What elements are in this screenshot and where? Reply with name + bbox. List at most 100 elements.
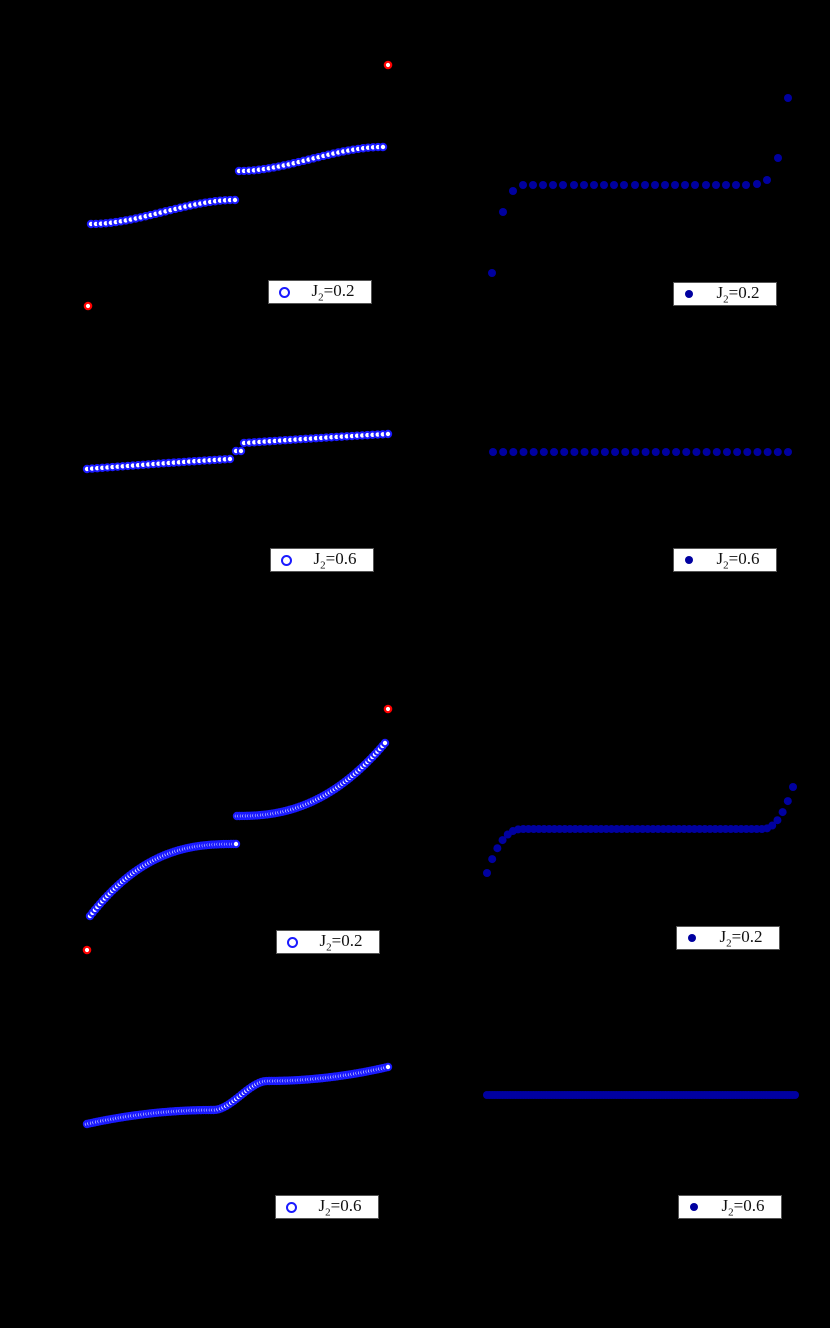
open-marker [383, 429, 393, 439]
filled-marker [784, 448, 792, 456]
edge-state-marker [383, 704, 393, 714]
filled-marker [549, 181, 557, 189]
legend-panel-8: J2=0.6 [678, 1195, 782, 1219]
filled-marker [641, 181, 649, 189]
filled-marker [489, 448, 497, 456]
legend-text: 2 [723, 293, 729, 306]
filled-marker [742, 181, 750, 189]
filled-marker [732, 181, 740, 189]
filled-marker [611, 448, 620, 456]
legend-marker-icon [677, 934, 707, 942]
legend-text: =0.2 [728, 282, 760, 302]
filled-marker [483, 869, 491, 877]
legend-text: 2 [728, 1206, 734, 1219]
filled-marker [661, 448, 670, 456]
filled-marker [753, 180, 761, 188]
filled-marker [550, 448, 559, 456]
legend-panel-5: J2=0.2 [276, 930, 380, 954]
legend-text: =0.6 [325, 548, 357, 568]
open-marker [378, 142, 388, 152]
filled-marker [784, 94, 792, 102]
legend-text: =0.2 [331, 930, 363, 950]
legend-panel-7: J2=0.6 [275, 1195, 379, 1219]
filled-marker [570, 181, 578, 189]
filled-marker [493, 844, 502, 853]
filled-marker [560, 448, 569, 456]
legend-panel-6: J2=0.2 [676, 926, 780, 950]
filled-marker [702, 448, 711, 456]
legend-text: 2 [325, 1206, 331, 1219]
filled-marker [621, 448, 630, 456]
filled-marker [692, 448, 701, 456]
filled-marker [783, 797, 792, 806]
filled-marker [509, 187, 517, 195]
open-marker [380, 738, 390, 748]
legend-text: =0.2 [731, 926, 763, 946]
filled-marker [580, 448, 589, 456]
legend-text: 2 [326, 941, 332, 954]
open-marker [383, 1062, 393, 1072]
filled-marker [712, 448, 721, 456]
filled-marker [702, 181, 710, 189]
filled-marker [519, 448, 528, 456]
filled-marker [672, 448, 681, 456]
edge-state-marker [83, 301, 93, 311]
filled-marker [590, 448, 599, 456]
filled-marker [682, 448, 691, 456]
filled-marker [590, 181, 598, 189]
filled-marker [743, 448, 752, 456]
legend-label: J2=0.2 [299, 281, 371, 303]
edge-state-marker [383, 60, 393, 70]
filled-marker [763, 176, 771, 184]
legend-text: J [319, 930, 327, 950]
filled-marker [671, 181, 679, 189]
open-marker [231, 839, 241, 849]
filled-marker [733, 448, 742, 456]
legend-label: J2=0.2 [307, 931, 379, 953]
filled-marker [488, 269, 496, 277]
open-marker [225, 454, 235, 464]
filled-marker [539, 448, 548, 456]
filled-marker [610, 181, 618, 189]
filled-marker [620, 181, 628, 189]
filled-marker [651, 181, 659, 189]
open-marker [230, 195, 240, 205]
filled-marker [661, 181, 669, 189]
legend-label: J2=0.6 [704, 549, 776, 571]
open-marker [236, 446, 246, 456]
legend-panel-3: J2=0.6 [270, 548, 374, 572]
legend-text: 2 [726, 937, 732, 950]
legend-label: J2=0.6 [301, 549, 373, 571]
filled-marker [773, 448, 782, 456]
legend-text: J [313, 548, 321, 568]
filled-marker [499, 208, 507, 216]
filled-marker [580, 181, 588, 189]
legend-marker-icon [674, 556, 704, 564]
legend-label: J2=0.2 [704, 283, 776, 305]
filled-marker [712, 181, 720, 189]
filled-marker [529, 448, 538, 456]
legend-marker-icon [277, 936, 307, 948]
filled-marker [753, 448, 762, 456]
filled-marker [499, 448, 508, 456]
filled-marker [641, 448, 650, 456]
legend-text: J [318, 1195, 326, 1215]
filled-marker [488, 855, 497, 864]
filled-marker [681, 181, 689, 189]
legend-label: J2=0.6 [709, 1196, 781, 1218]
filled-marker [539, 181, 547, 189]
filled-marker [722, 448, 731, 456]
legend-marker-icon [674, 290, 704, 298]
filled-marker [631, 181, 639, 189]
filled-marker [722, 181, 730, 189]
legend-label: J2=0.6 [306, 1196, 378, 1218]
legend-text: =0.2 [323, 280, 355, 300]
legend-panel-2: J2=0.2 [673, 282, 777, 306]
legend-text: =0.6 [728, 548, 760, 568]
filled-marker [774, 154, 782, 162]
filled-marker [559, 181, 567, 189]
filled-marker [509, 448, 518, 456]
edge-state-marker [82, 945, 92, 955]
